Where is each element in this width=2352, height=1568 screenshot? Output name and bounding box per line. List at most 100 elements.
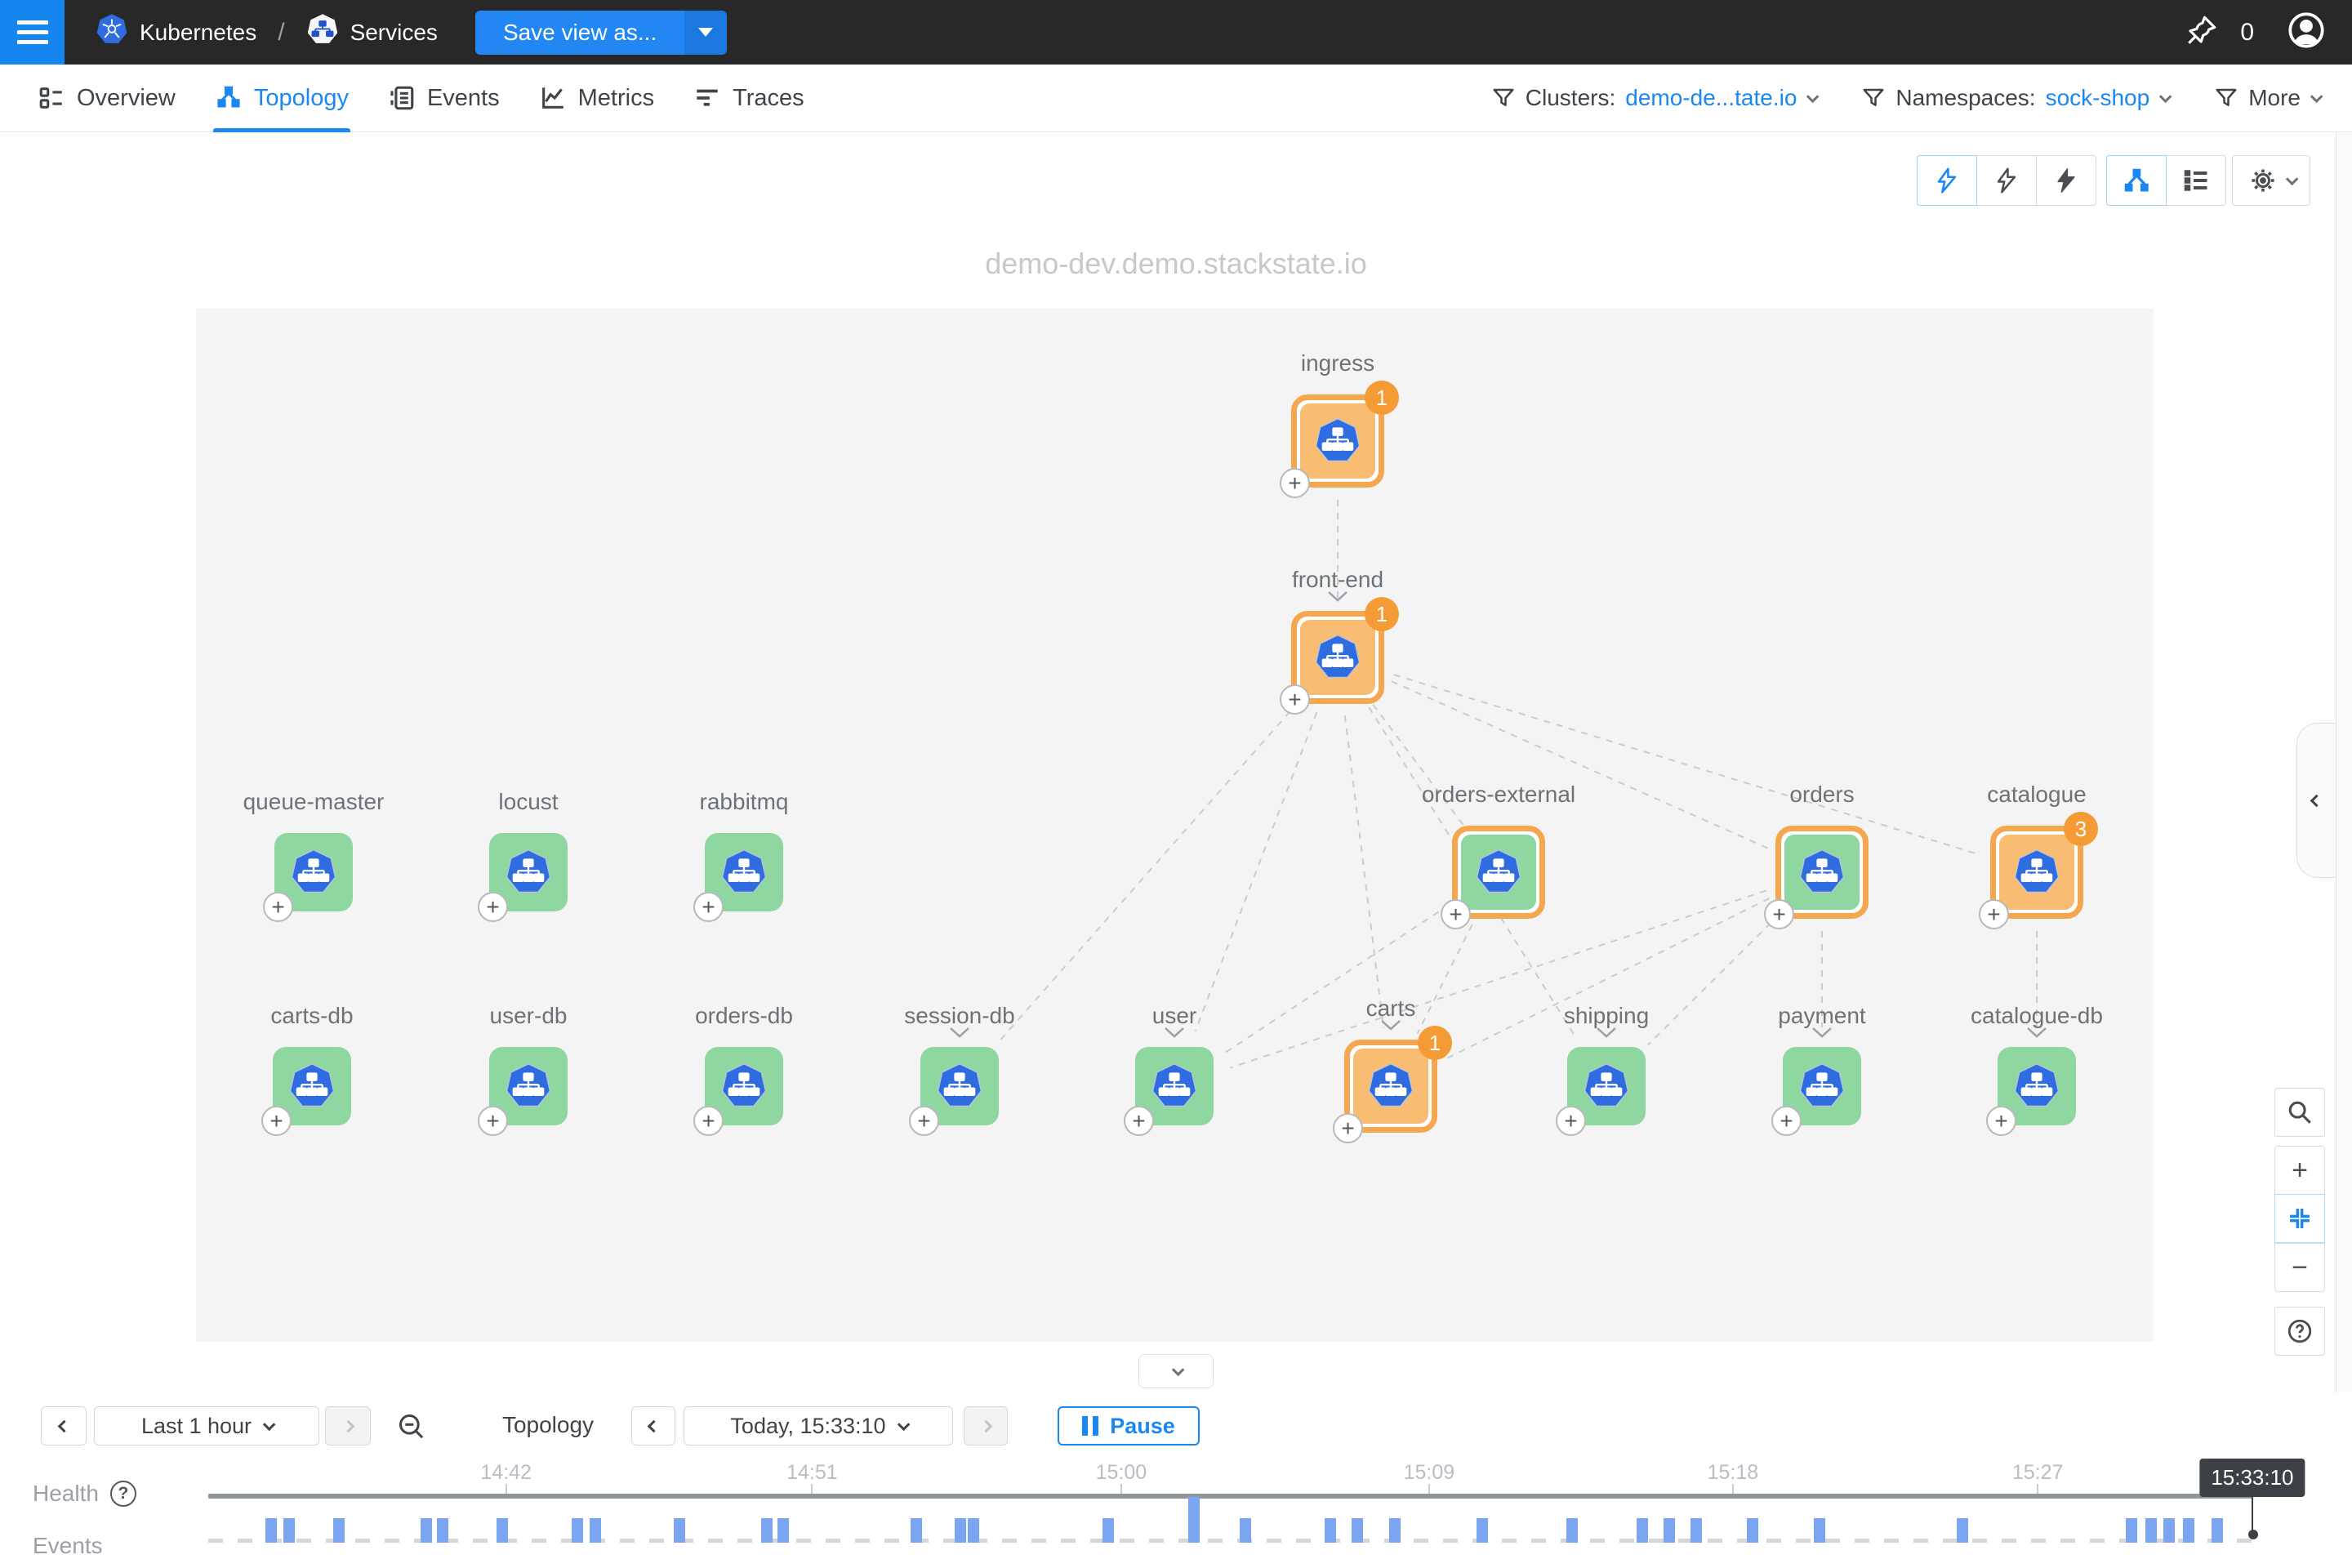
event-bar[interactable] (1814, 1518, 1826, 1543)
expand-node-button-front-end[interactable]: + (1280, 684, 1310, 715)
service-node-shipping[interactable]: + (1556, 1047, 1646, 1136)
expand-node-button-user[interactable]: + (1124, 1106, 1154, 1136)
show-all-health-button[interactable] (1917, 155, 1977, 206)
service-node-carts[interactable]: 1 + (1333, 1026, 1452, 1143)
event-bar[interactable] (283, 1518, 296, 1543)
service-node-orders[interactable]: + (1764, 826, 1869, 929)
expand-node-button-locust[interactable]: + (478, 892, 508, 922)
event-bar[interactable] (1566, 1518, 1579, 1543)
expand-node-button-payment[interactable]: + (1771, 1106, 1802, 1136)
service-node-carts-db[interactable]: + (261, 1047, 351, 1136)
expand-node-button-queue-master[interactable]: + (263, 892, 293, 922)
event-bar[interactable] (968, 1518, 980, 1543)
event-bar[interactable] (496, 1518, 508, 1543)
event-bar[interactable] (590, 1518, 602, 1543)
expand-node-button-carts-db[interactable]: + (261, 1106, 292, 1136)
event-bar[interactable] (2182, 1518, 2194, 1543)
event-bar[interactable] (910, 1518, 922, 1543)
clusters-filter-value[interactable]: demo-de...tate.io (1625, 85, 1797, 110)
settings-button[interactable] (2232, 155, 2310, 206)
timeline-strip[interactable]: 14:42 14:51 15:00 15:09 15:18 15:27 15:33:10 (208, 1392, 2305, 1568)
event-bar[interactable] (265, 1518, 277, 1543)
event-bar[interactable] (1188, 1497, 1200, 1543)
current-time-marker-line[interactable] (2251, 1494, 2253, 1531)
graph-view-button[interactable] (2106, 155, 2167, 206)
event-bar[interactable] (673, 1518, 685, 1543)
expand-node-button-orders[interactable]: + (1764, 899, 1794, 929)
service-node-orders-external[interactable]: + (1441, 826, 1545, 929)
event-bar[interactable] (1325, 1518, 1337, 1543)
save-view-as-dropdown-button[interactable] (684, 10, 728, 55)
event-bar[interactable] (332, 1518, 345, 1543)
save-view-as-button[interactable]: Save view as... (474, 10, 685, 55)
event-bar[interactable] (2211, 1518, 2223, 1543)
time-range-dropdown[interactable]: Last 1 hour (94, 1406, 319, 1446)
time-step-back-button[interactable] (631, 1406, 675, 1446)
service-node-user-db[interactable]: + (478, 1047, 568, 1136)
show-critical-health-button[interactable] (2036, 155, 2096, 206)
event-bar[interactable] (571, 1518, 583, 1543)
current-time-badge[interactable]: 15:33:10 (2199, 1459, 2305, 1497)
expand-right-panel-button[interactable] (2296, 723, 2336, 878)
namespaces-filter[interactable]: Namespaces: sock-shop (1861, 85, 2172, 111)
event-bar[interactable] (1477, 1518, 1489, 1543)
tab-metrics[interactable]: Metrics (537, 65, 656, 131)
collapse-timeline-button[interactable] (1138, 1354, 1214, 1388)
expand-node-button-catalogue-db[interactable]: + (1986, 1106, 2016, 1136)
zoom-fit-button[interactable] (2274, 1194, 2325, 1243)
expand-node-button-rabbitmq[interactable]: + (693, 892, 724, 922)
expand-node-button-carts[interactable]: + (1333, 1113, 1363, 1143)
event-bar[interactable] (954, 1518, 966, 1543)
topology-canvas[interactable]: demo-dev.demo.stackstate.io ingress 1 + fr… (0, 132, 2352, 1392)
event-bar[interactable] (2163, 1518, 2176, 1543)
pause-button[interactable]: Pause (1058, 1406, 1200, 1446)
timeline-zoom-out-button[interactable] (384, 1406, 438, 1446)
expand-node-button-session-db[interactable]: + (909, 1106, 939, 1136)
event-bar[interactable] (1389, 1518, 1401, 1543)
expand-node-button-orders-db[interactable]: + (693, 1106, 724, 1136)
show-deviating-health-button[interactable] (1976, 155, 2037, 206)
expand-node-button-user-db[interactable]: + (478, 1106, 508, 1136)
event-bar[interactable] (1352, 1518, 1364, 1543)
event-bar[interactable] (777, 1518, 789, 1543)
current-time-marker-dot[interactable] (2247, 1530, 2258, 1539)
expand-node-button-catalogue[interactable]: + (1979, 899, 2009, 929)
expand-node-button-ingress[interactable]: + (1280, 468, 1310, 498)
event-bar[interactable] (761, 1518, 773, 1543)
hamburger-menu-button[interactable] (0, 0, 65, 65)
user-avatar[interactable] (2287, 11, 2326, 54)
expand-node-button-shipping[interactable]: + (1556, 1106, 1586, 1136)
service-node-orders-db[interactable]: + (693, 1047, 783, 1136)
event-bar[interactable] (1957, 1518, 1969, 1543)
tab-traces[interactable]: Traces (692, 65, 806, 131)
time-range-forward-button[interactable] (325, 1406, 371, 1446)
service-node-locust[interactable]: + (478, 833, 568, 922)
event-bar[interactable] (421, 1518, 433, 1543)
service-node-queue-master[interactable]: + (263, 833, 353, 922)
service-node-rabbitmq[interactable]: + (693, 833, 783, 922)
service-node-catalogue-db[interactable]: + (1986, 1047, 2076, 1136)
service-node-ingress[interactable]: 1 + (1280, 381, 1399, 498)
event-bar[interactable] (1102, 1518, 1115, 1543)
event-bar[interactable] (1690, 1518, 1703, 1543)
event-bar[interactable] (436, 1518, 448, 1543)
service-node-user[interactable]: + (1124, 1047, 1214, 1136)
service-node-catalogue[interactable]: 3 + (1979, 812, 2098, 929)
save-view-as-split-button[interactable]: Save view as... (474, 10, 728, 55)
more-filters[interactable]: More (2214, 85, 2323, 111)
clusters-filter[interactable]: Clusters: demo-de...tate.io (1491, 85, 1820, 111)
event-bar[interactable] (1637, 1518, 1649, 1543)
event-bar[interactable] (1664, 1518, 1676, 1543)
tab-events[interactable]: Events (386, 65, 501, 131)
service-node-payment[interactable]: + (1771, 1047, 1861, 1136)
service-node-front-end[interactable]: 1 + (1280, 597, 1399, 715)
service-node-session-db[interactable]: + (909, 1047, 999, 1136)
event-bar[interactable] (2145, 1518, 2157, 1543)
breadcrumb-kubernetes[interactable]: Kubernetes (96, 13, 256, 51)
health-timeline-bar[interactable] (208, 1494, 2252, 1499)
event-bar[interactable] (2126, 1518, 2138, 1543)
tab-overview[interactable]: Overview (36, 65, 177, 131)
breadcrumb-services[interactable]: Services (306, 13, 438, 51)
health-help-icon[interactable]: ? (109, 1481, 136, 1507)
pin-icon[interactable] (2185, 13, 2219, 51)
